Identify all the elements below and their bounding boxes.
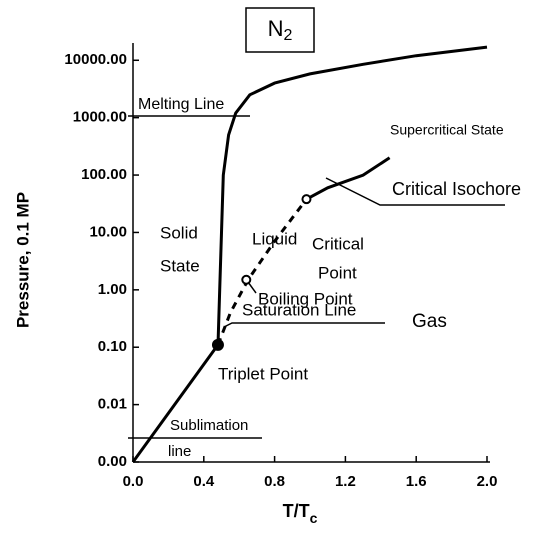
title-main: N <box>268 16 284 41</box>
annotation: Critical <box>312 234 364 253</box>
y-tick-label: 0.10 <box>98 338 127 355</box>
y-tick-label: 1000.00 <box>73 109 127 126</box>
title-sub: 2 <box>283 27 292 44</box>
callout <box>325 177 505 206</box>
annotation: line <box>168 443 191 460</box>
y-tick-label: 10000.00 <box>64 51 127 68</box>
callout <box>247 281 257 294</box>
annotation: Saturation Line <box>242 300 356 319</box>
annotation: State <box>160 256 200 275</box>
y-tick-label: 100.00 <box>81 166 127 183</box>
callout <box>223 322 385 328</box>
x-axis-label: T/Tc <box>283 501 318 526</box>
x-tick-label: 0.4 <box>193 473 215 490</box>
annotation: Point <box>318 263 357 282</box>
title-box <box>245 7 315 53</box>
y-tick-label: 1.00 <box>98 281 127 298</box>
annotation: Melting Line <box>138 96 224 113</box>
x-tick-label: 0.0 <box>123 473 144 490</box>
x-tick-label: 0.8 <box>264 473 285 490</box>
annotation: Gas <box>412 311 447 332</box>
annotation: Triplet Point <box>218 364 308 383</box>
annotation: Solid <box>160 223 198 242</box>
y-axis-label: Pressure, 0.1 MP <box>13 192 32 328</box>
point <box>241 274 252 285</box>
curve <box>131 343 220 463</box>
curve <box>216 45 488 345</box>
callouts <box>128 115 505 439</box>
point <box>211 338 224 351</box>
xlabel-main: T/T <box>283 501 310 521</box>
x-tick-label: 1.6 <box>406 473 427 490</box>
xlabel-sub: c <box>310 510 318 526</box>
x-tick-label: 2.0 <box>477 473 498 490</box>
y-tick-label: 0.00 <box>98 453 127 470</box>
annotation: Sublimation <box>170 417 248 434</box>
annotation: Liquid <box>252 229 297 248</box>
y-tick-label: 0.01 <box>98 396 127 413</box>
annotation: Critical Isochore <box>392 179 521 199</box>
point <box>301 194 312 205</box>
y-tick-label: 10.00 <box>89 223 127 240</box>
x-tick-label: 1.2 <box>335 473 356 490</box>
curve <box>305 156 391 201</box>
chart-title: N2 <box>268 16 293 44</box>
annotation: Supercritical State <box>390 122 504 138</box>
annotation: Boiling Point <box>258 289 353 308</box>
